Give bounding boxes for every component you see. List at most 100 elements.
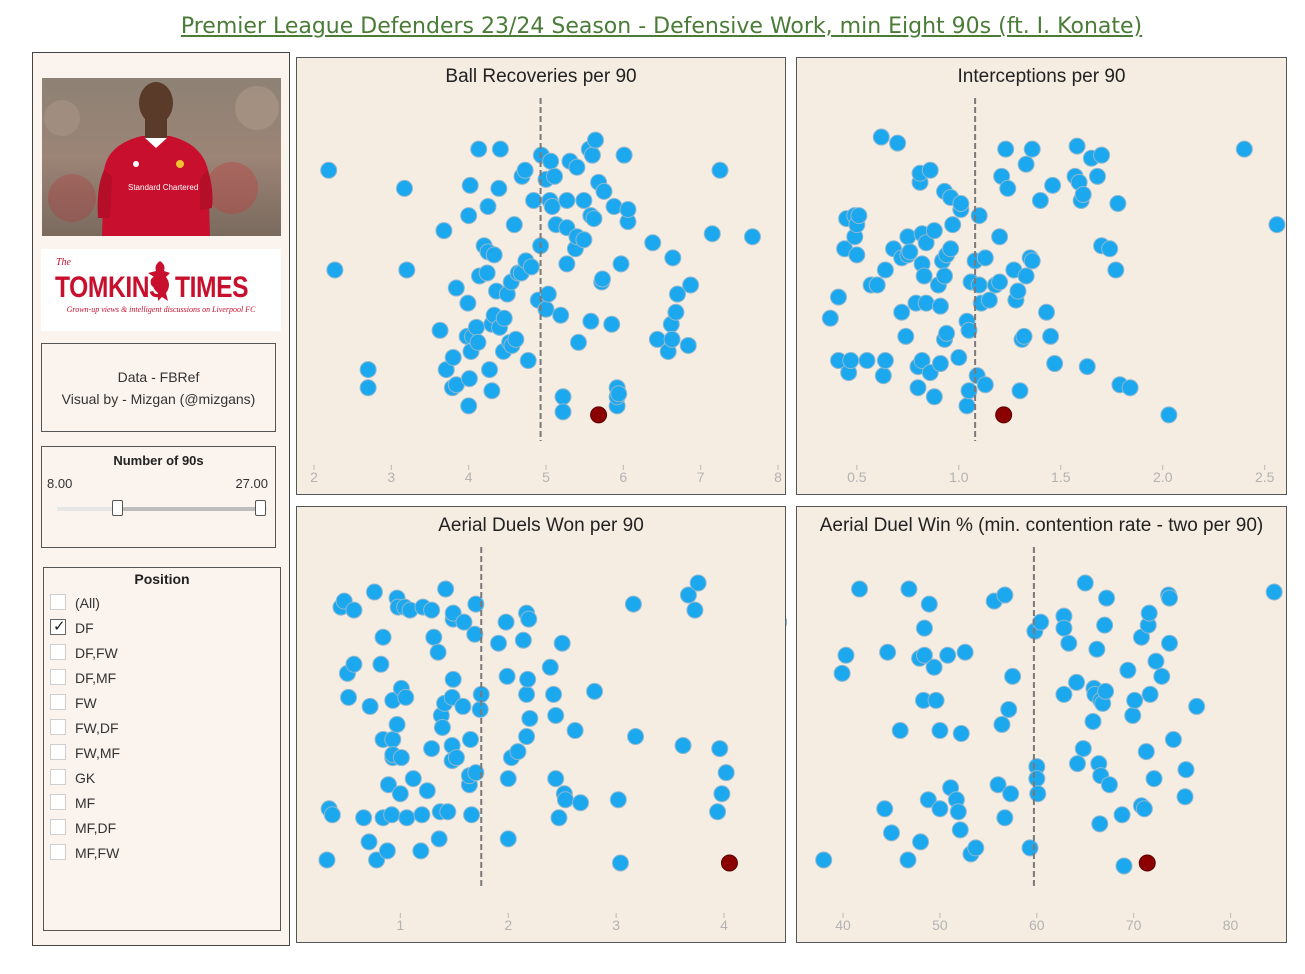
player-point[interactable] bbox=[575, 231, 593, 249]
player-point[interactable] bbox=[466, 625, 484, 643]
player-point[interactable] bbox=[572, 794, 590, 812]
player-point[interactable] bbox=[378, 842, 396, 860]
player-point[interactable] bbox=[1044, 176, 1062, 194]
player-point[interactable] bbox=[439, 803, 457, 821]
player-point[interactable] bbox=[1015, 327, 1033, 345]
player-point[interactable] bbox=[899, 228, 917, 246]
player-point[interactable] bbox=[568, 158, 586, 176]
position-checkbox[interactable] bbox=[50, 719, 66, 735]
player-point[interactable] bbox=[545, 685, 563, 703]
player-point[interactable] bbox=[1084, 712, 1102, 730]
player-point[interactable] bbox=[663, 330, 681, 348]
highlighted-player-point[interactable] bbox=[1138, 854, 1156, 872]
player-point[interactable] bbox=[889, 134, 907, 152]
player-point[interactable] bbox=[460, 370, 478, 388]
player-point[interactable] bbox=[1028, 770, 1046, 788]
player-point[interactable] bbox=[989, 776, 1007, 794]
player-point[interactable] bbox=[1068, 137, 1086, 155]
player-point[interactable] bbox=[361, 697, 379, 715]
player-point[interactable] bbox=[1135, 800, 1153, 818]
player-point[interactable] bbox=[711, 740, 729, 758]
player-point[interactable] bbox=[915, 646, 933, 664]
player-point[interactable] bbox=[931, 722, 949, 740]
player-point[interactable] bbox=[1188, 697, 1206, 715]
highlighted-player-point[interactable] bbox=[995, 406, 1013, 424]
player-point[interactable] bbox=[365, 583, 383, 601]
player-point[interactable] bbox=[374, 628, 392, 646]
player-point[interactable] bbox=[1074, 185, 1092, 203]
player-point[interactable] bbox=[682, 276, 700, 294]
player-point[interactable] bbox=[996, 809, 1014, 827]
player-point[interactable] bbox=[1060, 634, 1078, 652]
player-point[interactable] bbox=[1021, 839, 1039, 857]
player-point[interactable] bbox=[1121, 379, 1139, 397]
player-point[interactable] bbox=[323, 806, 341, 824]
player-point[interactable] bbox=[433, 719, 451, 736]
player-point[interactable] bbox=[455, 613, 473, 631]
player-point[interactable] bbox=[925, 222, 943, 240]
player-point[interactable] bbox=[499, 830, 517, 848]
player-point[interactable] bbox=[927, 691, 945, 709]
player-point[interactable] bbox=[1023, 252, 1041, 270]
player-point[interactable] bbox=[668, 285, 686, 303]
player-point[interactable] bbox=[944, 216, 962, 234]
player-point[interactable] bbox=[1055, 685, 1073, 703]
player-point[interactable] bbox=[615, 146, 633, 164]
player-point[interactable] bbox=[909, 379, 927, 397]
player-point[interactable] bbox=[1235, 140, 1253, 158]
player-point[interactable] bbox=[603, 315, 621, 333]
player-point[interactable] bbox=[960, 382, 978, 400]
player-point[interactable] bbox=[1147, 652, 1165, 670]
player-point[interactable] bbox=[950, 349, 968, 367]
player-point[interactable] bbox=[467, 318, 485, 336]
player-point[interactable] bbox=[498, 667, 516, 685]
player-point[interactable] bbox=[485, 246, 503, 264]
player-point[interactable] bbox=[893, 303, 911, 321]
player-point[interactable] bbox=[874, 367, 892, 385]
player-point[interactable] bbox=[956, 643, 974, 661]
player-point[interactable] bbox=[919, 791, 937, 809]
player-point[interactable] bbox=[383, 806, 401, 824]
player-point[interactable] bbox=[610, 385, 628, 403]
player-point[interactable] bbox=[320, 161, 338, 179]
player-point[interactable] bbox=[1055, 619, 1073, 637]
player-point[interactable] bbox=[444, 670, 462, 688]
player-point[interactable] bbox=[437, 580, 455, 598]
highlighted-player-point[interactable] bbox=[720, 854, 738, 872]
player-point[interactable] bbox=[509, 743, 527, 761]
player-point[interactable] bbox=[463, 806, 481, 824]
player-point[interactable] bbox=[478, 264, 496, 282]
slider-min-handle[interactable] bbox=[112, 500, 123, 516]
player-point[interactable] bbox=[1161, 589, 1179, 607]
player-point[interactable] bbox=[1101, 240, 1119, 258]
player-point[interactable] bbox=[1069, 755, 1086, 773]
player-point[interactable] bbox=[1115, 857, 1133, 875]
player-point[interactable] bbox=[1265, 583, 1283, 601]
slider-max-handle[interactable] bbox=[254, 500, 266, 516]
player-point[interactable] bbox=[674, 737, 692, 755]
player-point[interactable] bbox=[582, 312, 600, 330]
player-point[interactable] bbox=[495, 309, 513, 327]
player-point[interactable] bbox=[931, 355, 949, 373]
player-point[interactable] bbox=[398, 809, 416, 827]
player-point[interactable] bbox=[1017, 267, 1035, 285]
player-point[interactable] bbox=[931, 297, 949, 315]
player-point[interactable] bbox=[345, 601, 363, 619]
player-point[interactable] bbox=[915, 619, 933, 637]
player-point[interactable] bbox=[679, 336, 697, 354]
player-point[interactable] bbox=[858, 352, 876, 370]
player-point[interactable] bbox=[372, 655, 390, 673]
player-point[interactable] bbox=[479, 198, 497, 216]
player-point[interactable] bbox=[1038, 303, 1055, 321]
player-point[interactable] bbox=[558, 191, 576, 209]
player-point[interactable] bbox=[470, 140, 488, 158]
player-point[interactable] bbox=[1091, 815, 1109, 833]
player-point[interactable] bbox=[837, 646, 855, 664]
player-point[interactable] bbox=[842, 352, 860, 370]
player-point[interactable] bbox=[430, 830, 448, 848]
player-point[interactable] bbox=[469, 333, 487, 351]
player-point[interactable] bbox=[912, 833, 930, 851]
player-point[interactable] bbox=[627, 728, 645, 746]
player-point[interactable] bbox=[939, 646, 957, 664]
player-point[interactable] bbox=[397, 688, 415, 706]
